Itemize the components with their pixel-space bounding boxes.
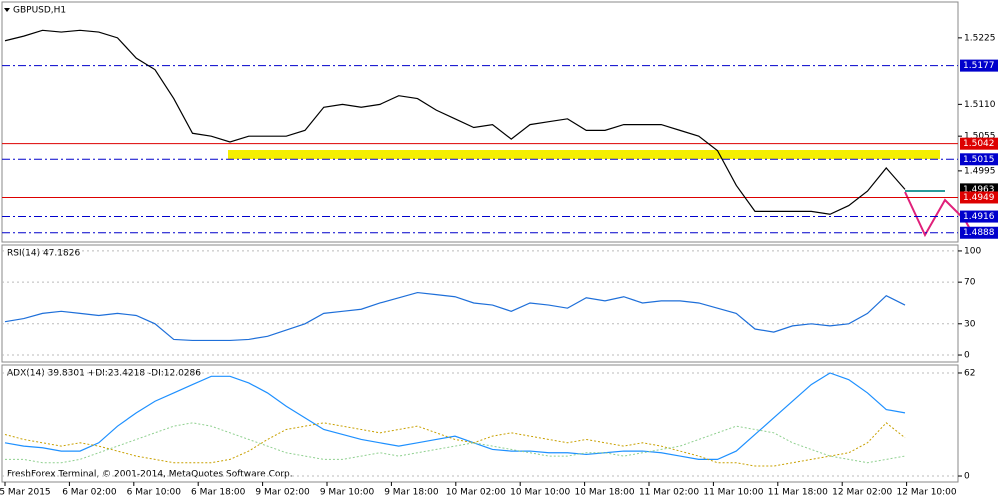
series-line: [4, 422, 906, 467]
footer: FreshForex Terminal, © 2001-2014, MetaQu…: [7, 470, 293, 480]
main-panel: [1, 1, 959, 243]
level-label: 1.4949: [963, 193, 995, 203]
level-box: [960, 137, 998, 150]
x-tick-label: 9 Mar 18:00: [384, 488, 439, 498]
y-tick-label: 70: [964, 278, 976, 288]
x-tick-label: 11 Mar 02:00: [639, 488, 699, 498]
level-label: 1.5015: [963, 155, 995, 165]
level-label: 1.4888: [963, 228, 995, 238]
x-tick-label: 5 Mar 2015: [0, 488, 51, 498]
rsi-panel: [1, 244, 959, 363]
x-tick-label: 10 Mar 18:00: [575, 488, 635, 498]
x-tick-label: 9 Mar 02:00: [255, 488, 310, 498]
x-tick-label: 11 Mar 10:00: [703, 488, 763, 498]
level-label: 1.5042: [963, 139, 995, 149]
x-tick-label: 10 Mar 02:00: [446, 488, 506, 498]
x-tick-label: 12 Mar 10:00: [897, 488, 957, 498]
rsi-title: RSI(14) 47.1826: [7, 249, 80, 259]
y-tick-label: 100: [964, 246, 981, 256]
y-tick-label: 30: [964, 319, 976, 329]
x-tick-label: 6 Mar 10:00: [127, 488, 182, 498]
y-tick-label: 1.4995: [964, 166, 996, 176]
x-tick-label: 10 Mar 10:00: [510, 488, 570, 498]
series-line: [4, 29, 906, 215]
level-box: [960, 191, 998, 204]
y-tick-label: 1.5055: [964, 132, 996, 142]
level-label: 1.4916: [963, 212, 995, 222]
x-tick-label: 9 Mar 10:00: [320, 488, 375, 498]
level-label: 1.4963: [963, 185, 995, 195]
series-line: [4, 372, 906, 460]
y-tick-label: 0: [964, 351, 970, 361]
symbol-title: GBPUSD,H1: [13, 6, 66, 16]
x-tick-label: 12 Mar 02:00: [832, 488, 892, 498]
level-box: [960, 226, 998, 239]
level-box: [960, 153, 998, 166]
y-tick-label: 0: [964, 472, 970, 482]
y-tick-label: 1.5110: [964, 100, 996, 110]
series-line: [4, 291, 906, 342]
adx-title: ADX(14) 39.8301 +DI:23.4218 -DI:12.0286: [7, 369, 201, 379]
projection: [904, 191, 976, 239]
level-box: [960, 210, 998, 223]
menu-icon: [4, 8, 10, 12]
level-box: [960, 59, 998, 72]
adx-panel: [1, 364, 959, 483]
x-tick-label: 6 Mar 18:00: [191, 488, 246, 498]
x-tick-label: 6 Mar 02:00: [62, 488, 117, 498]
x-tick-label: 11 Mar 18:00: [768, 488, 828, 498]
y-tick-label: 62: [964, 368, 975, 378]
y-tick-label: 1.5225: [964, 33, 996, 43]
support-zone: [228, 150, 940, 159]
level-label: 1.5177: [963, 61, 995, 71]
